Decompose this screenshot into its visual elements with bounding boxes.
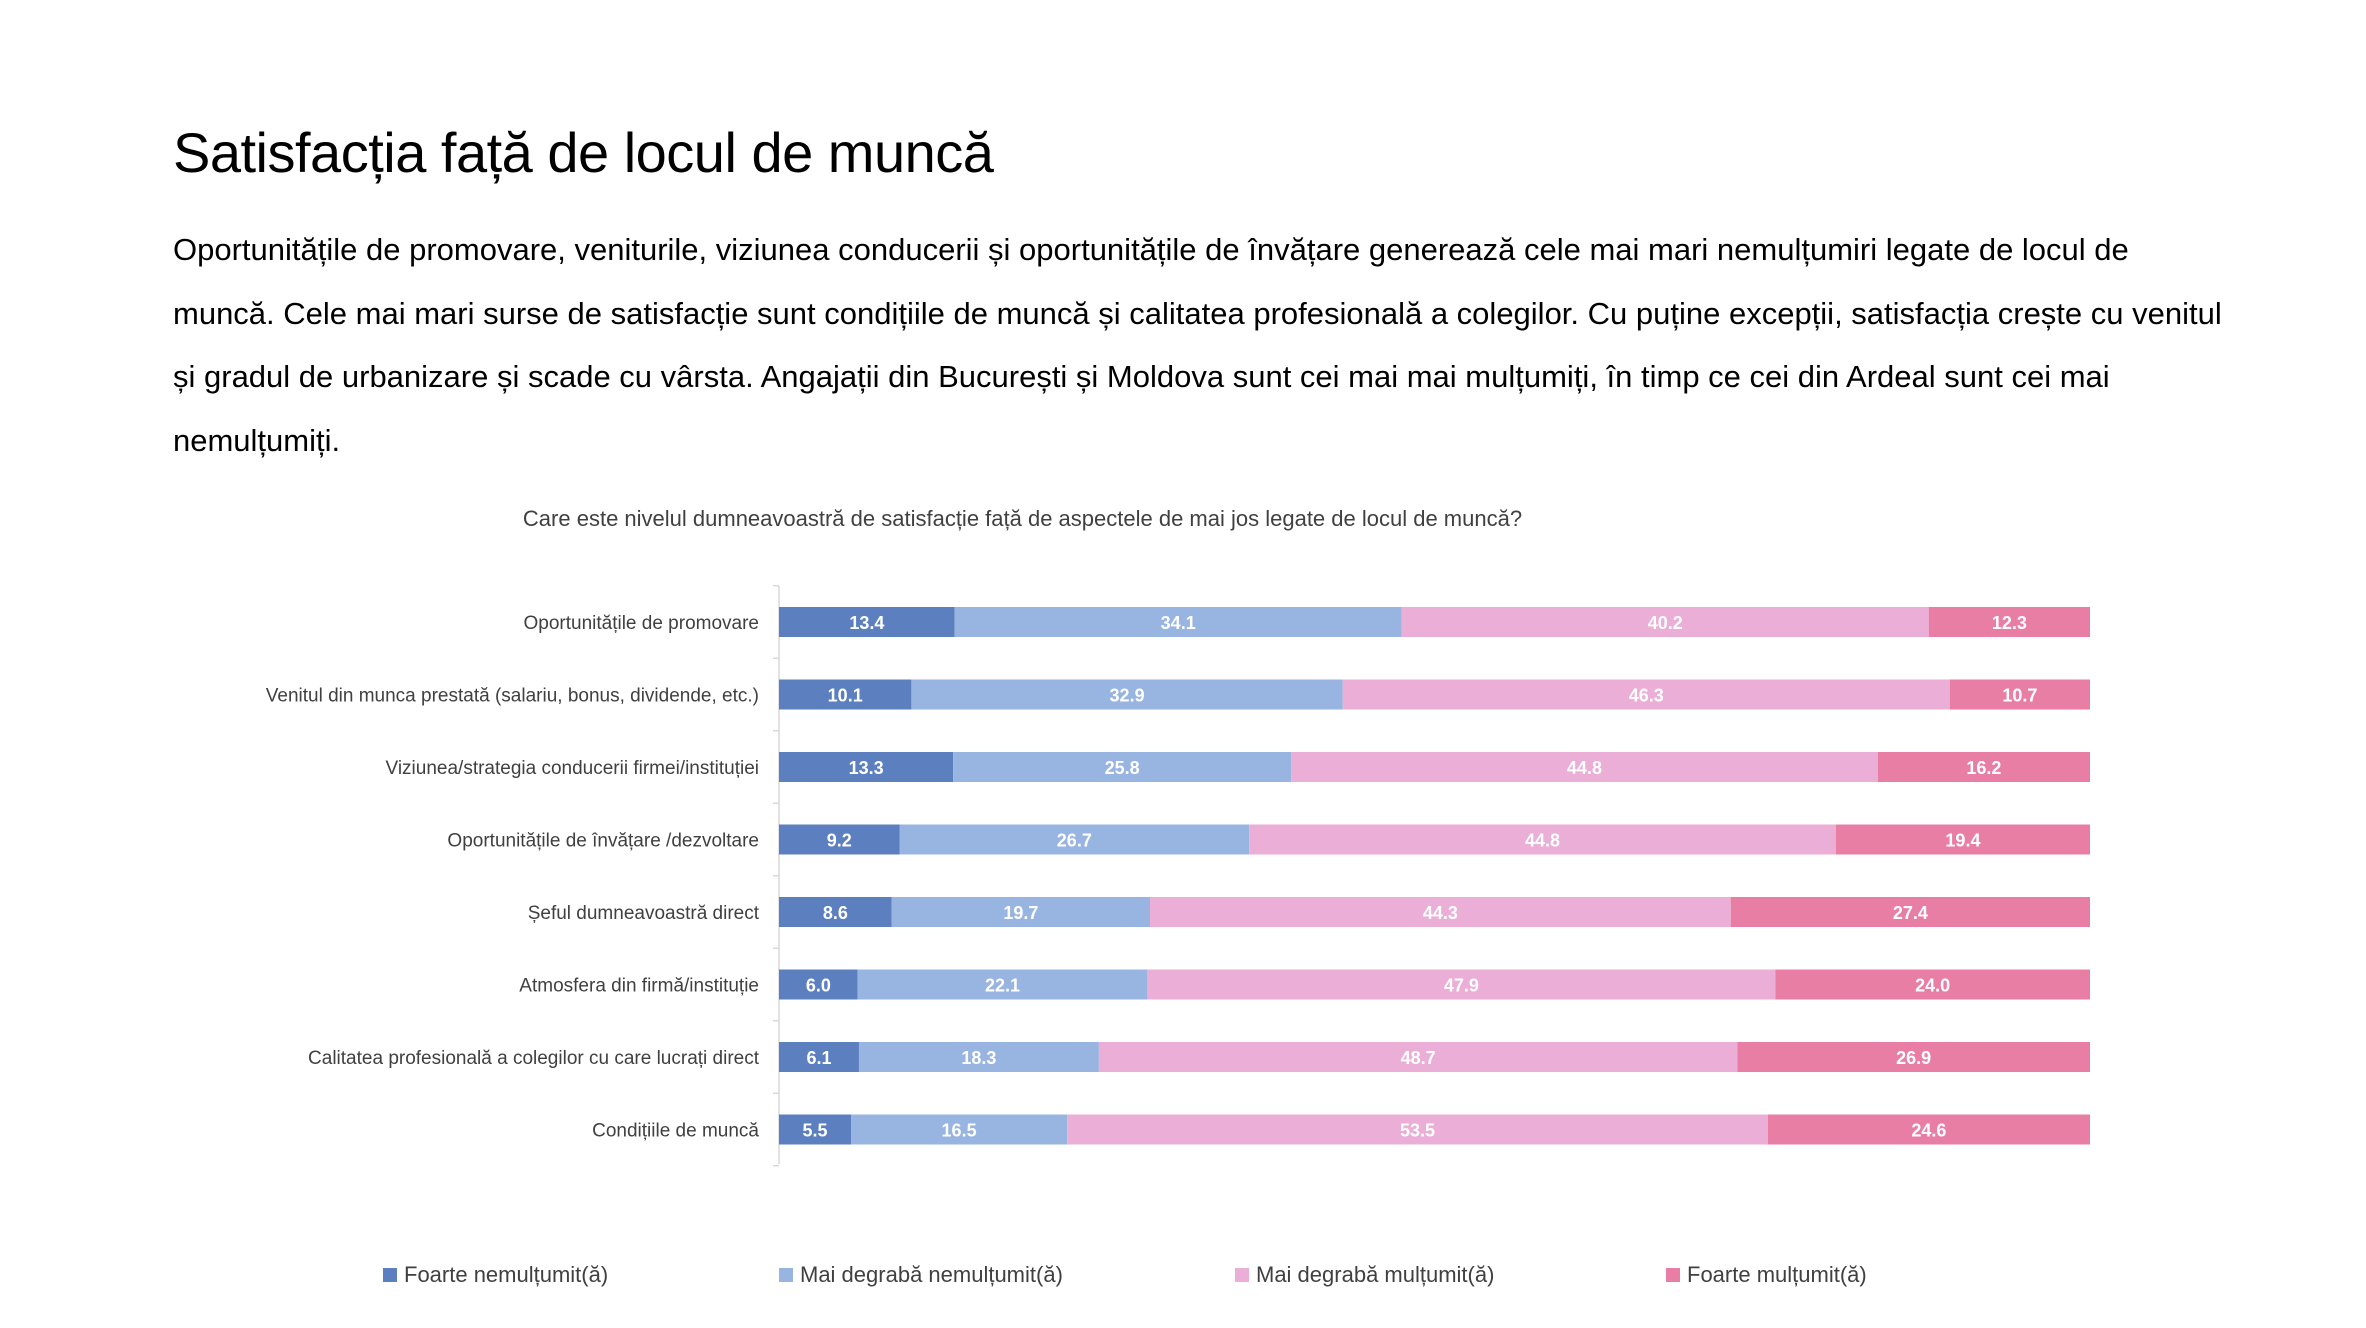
bar-segment bbox=[1249, 824, 1836, 855]
bar-segment bbox=[1401, 607, 1929, 637]
bar-segment bbox=[779, 752, 954, 782]
legend-item: Foarte mulțumit(ă) bbox=[1666, 1262, 1867, 1288]
data-label: 6.1 bbox=[806, 1048, 831, 1068]
data-label: 44.3 bbox=[1423, 903, 1458, 923]
bar-segment bbox=[1928, 607, 2090, 637]
legend-label: Mai degrabă mulțumit(ă) bbox=[1256, 1262, 1495, 1287]
legend-item: Mai degrabă nemulțumit(ă) bbox=[779, 1262, 1063, 1288]
category-label: Oportunitățile de învățare /dezvoltare bbox=[447, 831, 759, 852]
legend-item: Mai degrabă mulțumit(ă) bbox=[1235, 1262, 1494, 1288]
bar-segment bbox=[779, 1114, 852, 1145]
data-label: 46.3 bbox=[1629, 686, 1664, 706]
chart-title: Care este nivelul dumneavoastră de satis… bbox=[522, 506, 1523, 531]
data-label: 22.1 bbox=[985, 976, 1020, 996]
bar-segment bbox=[779, 969, 858, 1000]
bar-segment bbox=[779, 1042, 859, 1072]
legend-label: Foarte nemulțumit(ă) bbox=[404, 1262, 609, 1287]
bar-segment bbox=[954, 607, 1402, 637]
bar-segment bbox=[1877, 752, 2090, 782]
data-label: 13.3 bbox=[849, 758, 884, 778]
legend-swatch bbox=[1666, 1268, 1680, 1282]
data-label: 19.7 bbox=[1003, 903, 1038, 923]
bar-segment bbox=[851, 1114, 1068, 1145]
data-label: 18.3 bbox=[961, 1048, 996, 1068]
category-label: Oportunitățile de promovare bbox=[523, 613, 759, 634]
legend-swatch bbox=[1235, 1268, 1249, 1282]
category-label: Calitatea profesională a colegilor cu ca… bbox=[308, 1048, 760, 1069]
category-label: Condițiile de muncă bbox=[592, 1121, 759, 1142]
data-label: 16.5 bbox=[942, 1121, 977, 1141]
data-label: 16.2 bbox=[1966, 758, 2001, 778]
bar-segment bbox=[1949, 679, 2090, 710]
data-label: 12.3 bbox=[1992, 613, 2027, 633]
bar-segment bbox=[857, 969, 1148, 1000]
legend-label: Foarte mulțumit(ă) bbox=[1687, 1262, 1867, 1287]
data-label: 19.4 bbox=[1945, 831, 1980, 851]
bar-segment bbox=[1730, 897, 2090, 927]
data-label: 53.5 bbox=[1400, 1121, 1435, 1141]
bar-segment bbox=[779, 897, 892, 927]
slide-title: Satisfacția față de locul de muncă bbox=[173, 121, 994, 184]
data-label: 26.9 bbox=[1896, 1048, 1931, 1068]
bar-segment bbox=[779, 824, 900, 855]
data-label: 24.0 bbox=[1915, 976, 1950, 996]
bar-segment bbox=[858, 1042, 1099, 1072]
data-label: 27.4 bbox=[1893, 903, 1928, 923]
data-label: 9.2 bbox=[827, 831, 852, 851]
category-label: Șeful dumneavoastră direct bbox=[528, 903, 760, 924]
data-label: 44.8 bbox=[1567, 758, 1602, 778]
bar-segment bbox=[779, 607, 955, 637]
legend-label: Mai degrabă nemulțumit(ă) bbox=[800, 1262, 1063, 1287]
chart-legend: Foarte nemulțumit(ă) Mai degrabă nemulțum… bbox=[0, 1262, 2366, 1292]
data-label: 24.6 bbox=[1911, 1121, 1946, 1141]
bar-segment bbox=[1147, 969, 1776, 1000]
bar-segment bbox=[953, 752, 1292, 782]
data-label: 32.9 bbox=[1110, 686, 1145, 706]
bar-segment bbox=[1737, 1042, 2090, 1072]
data-label: 26.7 bbox=[1057, 831, 1092, 851]
legend-swatch bbox=[779, 1268, 793, 1282]
data-label: 40.2 bbox=[1648, 613, 1683, 633]
category-label: Viziunea/strategia conducerii firmei/ins… bbox=[386, 758, 760, 779]
category-label: Venitul din munca prestată (salariu, bon… bbox=[266, 686, 759, 707]
data-label: 10.7 bbox=[2002, 686, 2037, 706]
data-label: 47.9 bbox=[1444, 976, 1479, 996]
bar-segment bbox=[1775, 969, 2090, 1000]
bar-segment bbox=[1835, 824, 2090, 855]
bar-segment bbox=[899, 824, 1250, 855]
bar-segment bbox=[1342, 679, 1950, 710]
data-label: 44.8 bbox=[1525, 831, 1560, 851]
data-label: 6.0 bbox=[806, 976, 831, 996]
data-label: 13.4 bbox=[849, 613, 884, 633]
category-label: Atmosfera din firmă/instituție bbox=[519, 976, 759, 997]
bar-segment bbox=[1767, 1114, 2090, 1145]
data-label: 5.5 bbox=[803, 1121, 828, 1141]
legend-swatch bbox=[383, 1268, 397, 1282]
bar-segment bbox=[1150, 897, 1731, 927]
data-label: 34.1 bbox=[1161, 613, 1196, 633]
slide-body-text: Oportunitățile de promovare, veniturile,… bbox=[173, 232, 2222, 458]
bar-segment bbox=[891, 897, 1151, 927]
bar-segment bbox=[1291, 752, 1878, 782]
data-label: 48.7 bbox=[1401, 1048, 1436, 1068]
bar-segment bbox=[1067, 1114, 1768, 1145]
data-label: 10.1 bbox=[828, 686, 863, 706]
legend-item: Foarte nemulțumit(ă) bbox=[383, 1262, 608, 1288]
data-label: 25.8 bbox=[1105, 758, 1140, 778]
bar-segment bbox=[911, 679, 1343, 710]
bar-segment bbox=[1098, 1042, 1738, 1072]
bar-segment bbox=[779, 679, 912, 710]
data-label: 8.6 bbox=[823, 903, 848, 923]
